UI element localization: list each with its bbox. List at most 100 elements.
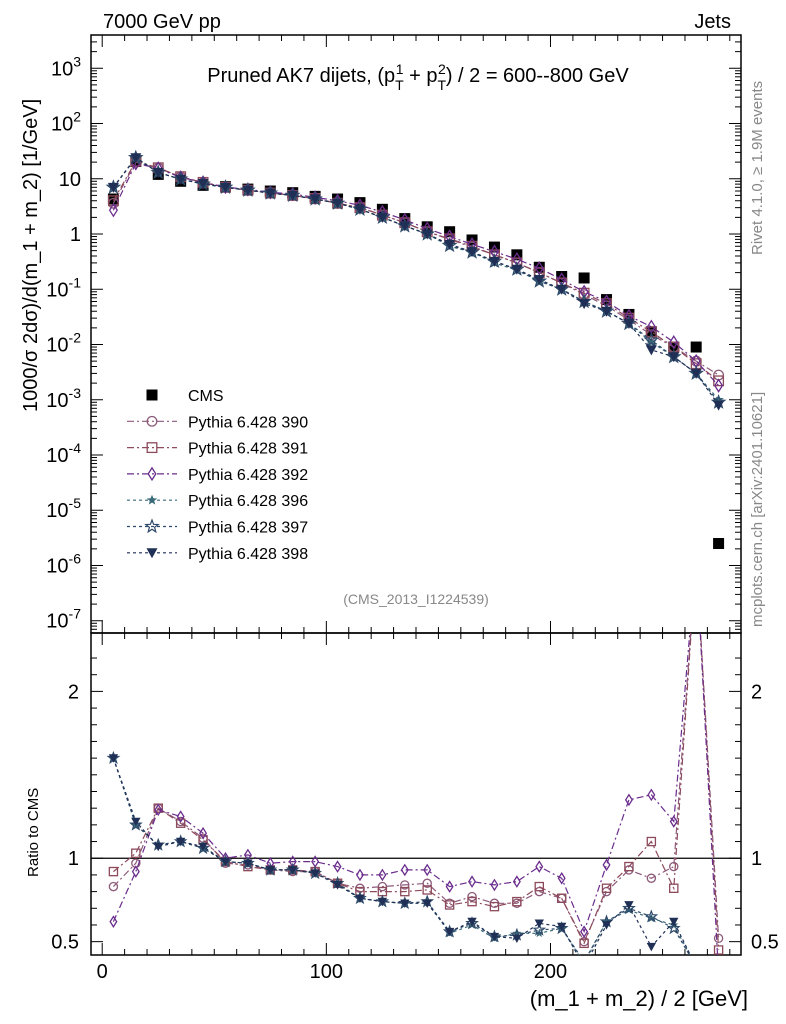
legend-label-2: Pythia 6.428 391 xyxy=(188,441,308,458)
ratio-point-series-1 xyxy=(534,881,545,892)
ratio-point-series-5 xyxy=(175,837,186,847)
top-y-tick-label: 10-3 xyxy=(46,385,81,412)
top-point-series-6 xyxy=(533,275,545,286)
top-point-series-6 xyxy=(601,306,613,317)
ratio-point-series-5 xyxy=(355,894,365,903)
top-y-tick-label: 10-5 xyxy=(46,495,81,522)
top-point-series-6 xyxy=(242,185,254,196)
top-point-series-3 xyxy=(108,202,118,218)
top-series-line-5 xyxy=(112,156,720,403)
ratio-point-series-2 xyxy=(154,803,163,817)
ratio-point-series-5 xyxy=(422,899,432,908)
top-series-line-3 xyxy=(112,162,720,387)
ratio-point-series-1 xyxy=(489,901,500,912)
ratio-point-series-2 xyxy=(602,858,611,872)
ratio-point-series-5 xyxy=(377,897,388,907)
bottom-y-tick-label-right: 2 xyxy=(751,681,762,703)
top-point-series-6 xyxy=(219,182,231,193)
top-series-line-1 xyxy=(112,161,719,376)
ratio-point-series-5 xyxy=(108,754,119,763)
ratio-point-series-5 xyxy=(243,859,253,868)
ratio-series-line-0 xyxy=(112,633,720,944)
ratio-point-series-2 xyxy=(333,860,342,873)
top-point-series-0 xyxy=(578,272,590,284)
ratio-point-series-4 xyxy=(532,922,547,936)
top-point-series-0 xyxy=(601,294,613,306)
ratio-point-series-5 xyxy=(467,917,477,927)
top-point-series-6 xyxy=(175,174,187,185)
ratio-point-series-3 xyxy=(692,962,701,971)
ratio-point-series-5 xyxy=(489,932,500,942)
ratio-point-series-0 xyxy=(108,881,119,892)
top-y-tick-label: 10-6 xyxy=(46,550,81,577)
top-point-series-4 xyxy=(713,394,724,405)
ratio-point-series-5 xyxy=(579,963,588,972)
legend-marker-5 xyxy=(144,518,160,534)
ratio-point-series-0 xyxy=(669,861,679,872)
top-point-series-6 xyxy=(107,182,119,193)
ratio-point-series-1 xyxy=(422,885,432,895)
top-point-series-6 xyxy=(488,256,500,267)
ratio-point-series-3 xyxy=(646,913,656,923)
ratio-point-series-2 xyxy=(355,868,364,882)
top-point-series-6 xyxy=(354,204,366,215)
top-point-series-6 xyxy=(466,247,478,258)
ratio-point-series-2 xyxy=(557,871,566,885)
top-point-series-6 xyxy=(645,345,657,356)
top-point-series-3 xyxy=(669,335,679,350)
ratio-point-series-2 xyxy=(512,875,521,888)
ratio-point-series-2 xyxy=(715,970,721,980)
ratio-point-series-1 xyxy=(601,883,612,893)
ratio-point-series-1 xyxy=(512,896,522,907)
ratio-point-series-2 xyxy=(624,793,633,807)
ratio-point-series-5 xyxy=(646,942,657,952)
legend-label-0: CMS xyxy=(188,388,224,405)
ratio-point-series-3 xyxy=(714,970,723,979)
ratio-series-line-1 xyxy=(113,633,720,951)
top-point-series-2 xyxy=(645,326,657,338)
x-tick-label: 200 xyxy=(534,961,567,983)
legend-marker-4 xyxy=(146,494,158,505)
top-point-series-6 xyxy=(197,179,209,190)
top-point-series-0 xyxy=(713,538,725,550)
legend-label-3: Pythia 6.428 392 xyxy=(188,467,308,484)
top-y-tick-label: 10-4 xyxy=(46,440,81,467)
ratio-point-series-5 xyxy=(332,881,343,890)
top-y-tick-label: 10-1 xyxy=(46,274,81,301)
header-left: 7000 GeV pp xyxy=(103,11,221,33)
ratio-point-series-2 xyxy=(131,865,140,878)
ratio-point-series-1 xyxy=(556,893,567,904)
top-point-series-6 xyxy=(264,188,276,199)
ratio-point-series-5 xyxy=(220,857,231,867)
top-point-series-6 xyxy=(152,167,164,178)
ratio-point-series-0 xyxy=(601,886,612,897)
header-right: Jets xyxy=(694,11,731,33)
rivet-label: Rivet 4.1.0, ≥ 1.9M events xyxy=(749,81,766,255)
x-axis-label: (m_1 + m_2) / 2 [GeV] xyxy=(530,986,748,1011)
top-series-line-2 xyxy=(112,160,719,382)
top-point-series-0 xyxy=(466,234,478,246)
ratio-point-series-0 xyxy=(467,891,477,902)
ratio-point-series-1 xyxy=(175,818,186,828)
top-y-axis-label: 1000/σ 2dσ)/d(m_1 + m_2) [1/GeV] xyxy=(20,99,42,412)
legend-marker-6 xyxy=(146,548,158,559)
top-point-series-6 xyxy=(690,368,702,379)
ratio-point-series-0 xyxy=(692,554,700,562)
bottom-y-tick-label: 1 xyxy=(68,848,79,870)
top-y-tick-label: 103 xyxy=(51,53,81,80)
ratio-point-series-0 xyxy=(646,873,657,883)
top-point-series-6 xyxy=(309,194,321,205)
ratio-point-series-2 xyxy=(445,880,454,893)
ratio-point-series-2 xyxy=(378,868,387,882)
ratio-point-series-4 xyxy=(622,901,636,915)
legend-marker-3 xyxy=(147,466,157,482)
ratio-point-series-0 xyxy=(377,881,388,892)
top-point-series-6 xyxy=(578,299,590,310)
top-point-series-6 xyxy=(668,352,680,363)
ratio-point-series-2 xyxy=(176,810,185,823)
top-y-tick-label: 102 xyxy=(51,109,81,136)
ratio-point-series-0 xyxy=(422,878,432,888)
ratio-point-series-5 xyxy=(534,919,544,928)
ratio-point-series-1 xyxy=(624,861,634,872)
